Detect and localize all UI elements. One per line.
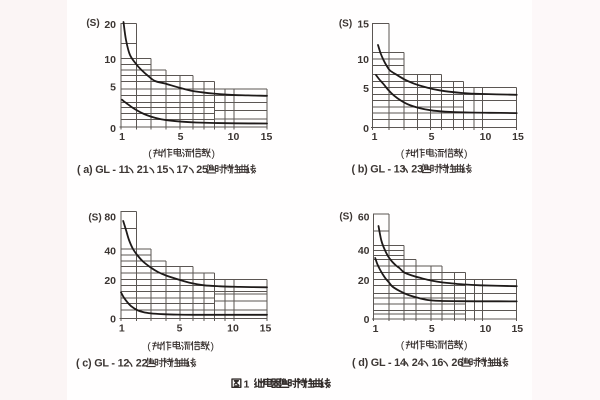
svg-text:24: 24 — [412, 357, 424, 369]
svg-text:60: 60 — [358, 211, 370, 223]
svg-text:10: 10 — [480, 323, 492, 335]
svg-text:( a) GL - 11: ( a) GL - 11 — [77, 164, 130, 176]
svg-text:10: 10 — [357, 54, 369, 66]
svg-text:15: 15 — [512, 131, 524, 143]
svg-text:10: 10 — [228, 131, 240, 143]
svg-text:1: 1 — [372, 131, 378, 143]
svg-text:5: 5 — [363, 83, 369, 95]
svg-text:16: 16 — [432, 357, 444, 369]
svg-text:40: 40 — [358, 245, 370, 257]
svg-text:20: 20 — [358, 275, 370, 287]
svg-text:(: ( — [147, 341, 151, 353]
svg-text:17: 17 — [176, 164, 188, 176]
svg-text:80: 80 — [104, 212, 116, 224]
svg-text:10: 10 — [227, 322, 239, 334]
svg-text:10: 10 — [104, 54, 116, 66]
svg-text:5: 5 — [110, 82, 116, 94]
svg-text:15: 15 — [261, 131, 273, 143]
svg-text:15: 15 — [357, 19, 369, 31]
svg-text:(S): (S) — [339, 18, 352, 29]
svg-text:5: 5 — [429, 323, 435, 335]
svg-text:5: 5 — [178, 131, 184, 143]
svg-text:40: 40 — [104, 246, 116, 258]
svg-text:): ) — [464, 148, 468, 160]
svg-text:(: ( — [401, 148, 405, 160]
svg-text:): ) — [212, 148, 216, 160]
svg-text:): ) — [211, 341, 215, 353]
svg-text:(S): (S) — [339, 211, 352, 222]
svg-text:5: 5 — [429, 131, 435, 143]
svg-text:20: 20 — [104, 19, 116, 31]
svg-text:1: 1 — [244, 378, 250, 390]
svg-text:(S): (S) — [86, 18, 99, 29]
svg-text:( c) GL - 12: ( c) GL - 12 — [76, 357, 129, 369]
svg-text:15: 15 — [157, 164, 169, 176]
svg-text:0: 0 — [363, 123, 369, 135]
svg-text:0: 0 — [364, 314, 370, 326]
svg-text:23: 23 — [411, 163, 423, 175]
svg-text:( d) GL - 14: ( d) GL - 14 — [352, 357, 406, 369]
svg-text:0: 0 — [110, 314, 116, 326]
svg-text:26: 26 — [451, 357, 463, 369]
svg-text:5: 5 — [177, 322, 183, 334]
svg-text:25: 25 — [196, 164, 208, 176]
svg-text:): ) — [464, 340, 468, 352]
svg-text:21: 21 — [137, 164, 149, 176]
svg-text:1: 1 — [119, 131, 125, 143]
svg-text:(S): (S) — [88, 212, 101, 223]
svg-text:22: 22 — [136, 357, 148, 369]
svg-text:15: 15 — [260, 322, 272, 334]
svg-text:20: 20 — [104, 275, 116, 287]
svg-text:10: 10 — [480, 131, 492, 143]
svg-text:0: 0 — [110, 123, 116, 135]
svg-text:(: ( — [401, 340, 405, 352]
svg-text:(: ( — [148, 148, 152, 160]
svg-text:1: 1 — [373, 323, 379, 335]
svg-text:15: 15 — [511, 323, 523, 335]
svg-text:1: 1 — [119, 322, 125, 334]
svg-text:( b) GL - 13: ( b) GL - 13 — [352, 163, 406, 175]
